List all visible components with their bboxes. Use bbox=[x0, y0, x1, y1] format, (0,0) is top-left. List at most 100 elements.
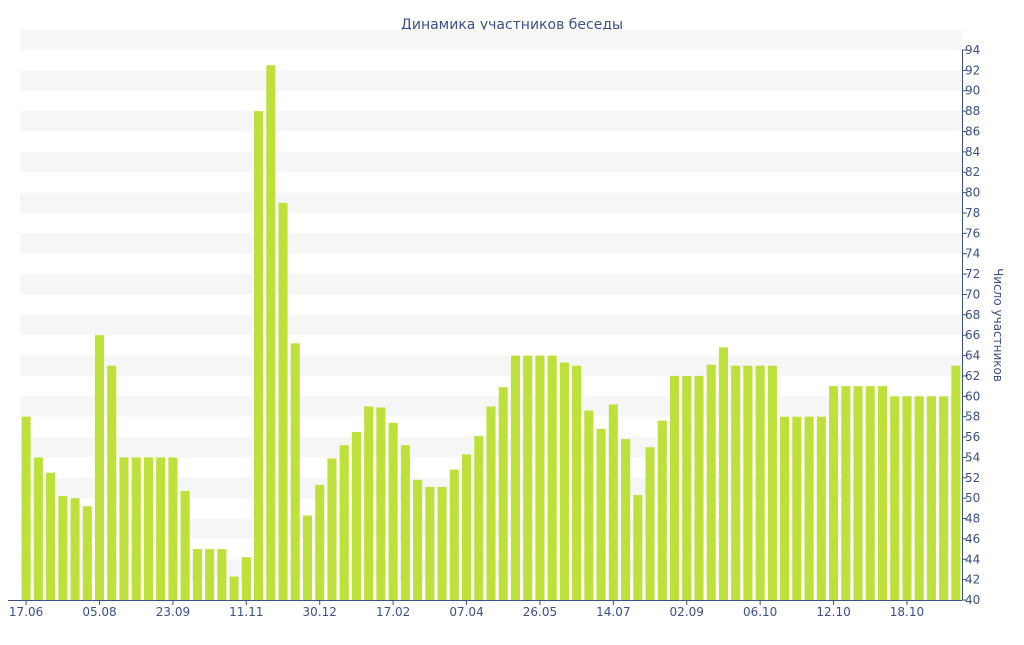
y-tick-label: 70 bbox=[965, 287, 980, 301]
bar bbox=[58, 496, 68, 600]
bar bbox=[731, 365, 741, 600]
bar bbox=[486, 406, 496, 600]
y-tick-label: 48 bbox=[965, 512, 980, 526]
bar bbox=[755, 365, 765, 600]
chart-title: Динамика участников беседы bbox=[401, 17, 623, 33]
bar bbox=[914, 396, 924, 600]
grid-band bbox=[20, 29, 962, 50]
bar bbox=[743, 365, 753, 600]
bar bbox=[376, 407, 386, 600]
y-tick-label: 42 bbox=[965, 573, 980, 587]
grid-band bbox=[20, 233, 962, 254]
y-tick-label: 58 bbox=[965, 410, 980, 424]
y-tick-label: 80 bbox=[965, 186, 980, 200]
bar bbox=[437, 486, 447, 600]
bar bbox=[841, 386, 851, 600]
bar bbox=[535, 355, 545, 600]
y-tick-label: 82 bbox=[965, 165, 980, 179]
y-tick-label: 64 bbox=[965, 349, 980, 363]
y-tick-label: 94 bbox=[965, 43, 980, 57]
bar bbox=[890, 396, 900, 600]
y-tick-label: 86 bbox=[965, 124, 980, 138]
x-tick-label: 17.02 bbox=[376, 605, 410, 619]
bar bbox=[939, 396, 949, 600]
y-tick-label: 60 bbox=[965, 389, 980, 403]
bar bbox=[853, 386, 863, 600]
bar bbox=[168, 457, 178, 600]
bar bbox=[780, 416, 790, 600]
bar bbox=[339, 445, 349, 600]
x-tick-label: 26.05 bbox=[523, 605, 557, 619]
y-tick-label: 52 bbox=[965, 471, 980, 485]
grid-band bbox=[20, 70, 962, 91]
bar bbox=[804, 416, 814, 600]
bar bbox=[829, 386, 839, 600]
bar bbox=[792, 416, 802, 600]
bar bbox=[315, 484, 325, 600]
bar bbox=[694, 375, 704, 600]
bar bbox=[902, 396, 912, 600]
grid-band bbox=[20, 151, 962, 173]
bar bbox=[682, 375, 692, 600]
bar bbox=[119, 457, 129, 600]
bar bbox=[413, 479, 423, 600]
bar bbox=[926, 396, 936, 600]
bar bbox=[21, 416, 31, 600]
y-tick-label: 56 bbox=[965, 430, 980, 444]
y-tick-label: 44 bbox=[965, 552, 980, 566]
bar bbox=[278, 202, 288, 600]
bar bbox=[400, 445, 410, 600]
bar bbox=[46, 472, 56, 600]
y-tick-label: 74 bbox=[965, 247, 980, 261]
bar bbox=[364, 406, 374, 600]
y-tick-label: 68 bbox=[965, 308, 980, 322]
bar bbox=[327, 458, 337, 600]
grid-band bbox=[20, 314, 962, 336]
bars bbox=[21, 65, 961, 601]
bar bbox=[33, 457, 43, 600]
x-tick-label: 06.10 bbox=[743, 605, 777, 619]
bar bbox=[107, 365, 117, 600]
bar bbox=[143, 457, 153, 600]
x-tick-label: 11.11 bbox=[229, 605, 263, 619]
x-tick-label: 05.08 bbox=[82, 605, 116, 619]
y-axis: 40 42 44 46 48 50 52 54 56 58 60 62 64 66 68 70 72 74 76 78… bbox=[962, 43, 980, 607]
x-tick-label: 02.09 bbox=[670, 605, 704, 619]
grid-band bbox=[20, 274, 962, 295]
bar bbox=[559, 362, 569, 600]
grid-band bbox=[20, 111, 962, 132]
x-tick-label: 30.12 bbox=[303, 605, 337, 619]
y-axis-label: Число участников bbox=[991, 268, 1005, 382]
bar bbox=[547, 355, 557, 600]
bar bbox=[669, 375, 680, 600]
bar bbox=[229, 576, 239, 600]
bar bbox=[510, 355, 520, 600]
y-tick-label: 46 bbox=[965, 532, 980, 546]
bar bbox=[865, 386, 875, 600]
bar bbox=[156, 457, 166, 600]
x-tick-label: 12.10 bbox=[816, 605, 850, 619]
bar bbox=[70, 498, 80, 600]
bar bbox=[94, 335, 105, 600]
y-tick-label: 92 bbox=[965, 63, 980, 77]
y-tick-label: 72 bbox=[965, 267, 980, 281]
bar bbox=[462, 454, 472, 600]
bar bbox=[877, 386, 887, 600]
bar bbox=[657, 420, 667, 600]
bar bbox=[816, 416, 826, 600]
y-tick-label: 88 bbox=[965, 104, 980, 118]
bar bbox=[474, 436, 484, 600]
x-tick-label: 14.07 bbox=[596, 605, 630, 619]
y-tick-label: 90 bbox=[965, 84, 980, 98]
bar bbox=[290, 343, 300, 600]
bar bbox=[131, 457, 141, 600]
bar bbox=[180, 491, 190, 600]
y-tick-label: 76 bbox=[965, 226, 980, 240]
y-tick-label: 40 bbox=[965, 593, 980, 607]
grid-band bbox=[20, 355, 962, 376]
y-tick-label: 66 bbox=[965, 328, 980, 342]
bar bbox=[621, 439, 631, 600]
x-axis: 17.06 05.08 23.09 11.11 30.12 17.02 07.04 26.05… bbox=[8, 600, 962, 619]
